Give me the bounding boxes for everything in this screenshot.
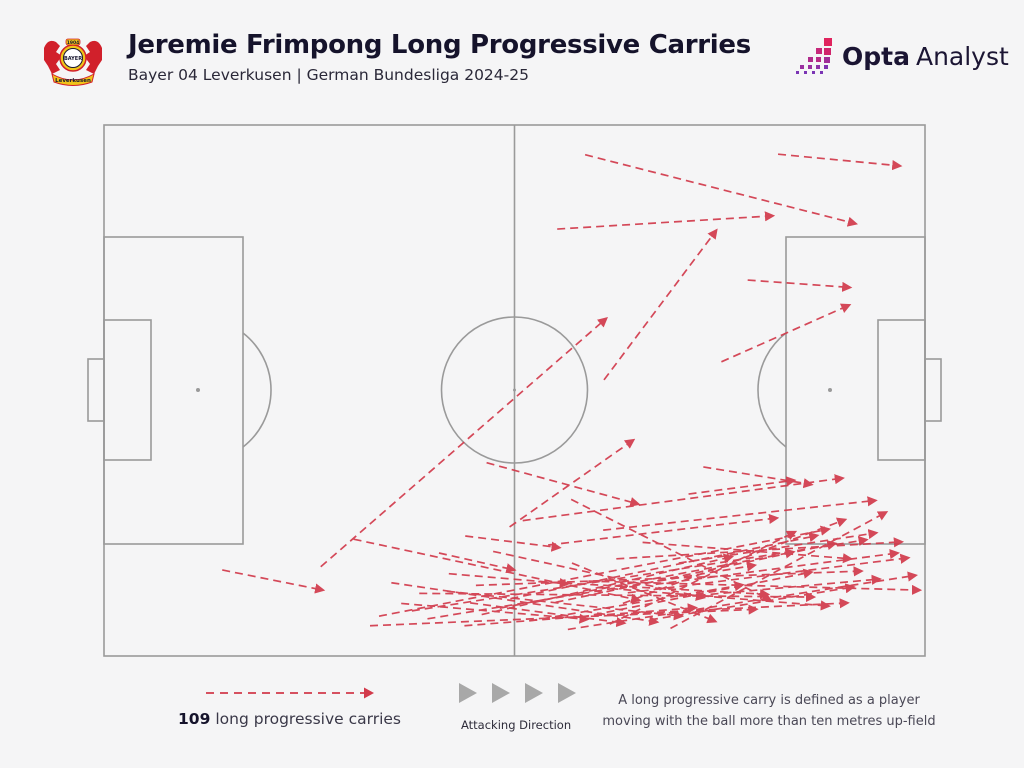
carry-arrow <box>378 525 831 618</box>
carry-arrow <box>721 303 852 363</box>
crest-bayer-text: BAYER <box>64 56 82 62</box>
carry-arrow <box>603 228 718 381</box>
bayer-leverkusen-crest-icon: 1904 BAYER Leverkusen <box>44 38 102 86</box>
right-six-yard-box <box>877 319 926 461</box>
carry-arrow <box>627 553 911 594</box>
carry-arrow <box>603 496 878 531</box>
centre-circle <box>440 316 589 464</box>
chart-title: Jeremie Frimpong Long Progressive Carrie… <box>128 30 751 60</box>
carry-arrow <box>655 548 900 586</box>
carry-arrow <box>584 153 859 227</box>
left-goal <box>87 358 105 422</box>
carry-arrow <box>481 553 735 616</box>
left-penalty-spot <box>196 388 200 392</box>
carry-arrow <box>649 583 856 621</box>
carry-arrow <box>557 211 776 230</box>
carry-arrow <box>622 517 848 605</box>
carry-arrow <box>747 279 853 292</box>
carry-arrow <box>320 316 608 568</box>
carry-arrow <box>448 572 570 589</box>
carry-arrow <box>688 476 797 495</box>
attacking-direction-label: Attacking Direction <box>461 718 572 732</box>
brand-name-bold: Opta <box>842 41 910 71</box>
left-penalty-arc <box>242 332 272 448</box>
carry-arrow <box>499 548 796 610</box>
left-penalty-area <box>103 236 244 545</box>
centre-spot <box>513 388 516 392</box>
carry-arrow <box>548 513 780 546</box>
carry-arrow <box>588 580 923 596</box>
brand-name-light: Analyst <box>915 41 1009 71</box>
carry-arrow <box>777 153 903 171</box>
carry-arrow <box>670 511 889 630</box>
carry-arrow <box>419 591 817 603</box>
carry-arrow <box>642 541 854 564</box>
legend-carry-count: 109 long progressive carries <box>178 710 401 728</box>
pitch-markings <box>87 124 942 657</box>
crest-year-text: 1904 <box>67 40 80 46</box>
carry-arrow <box>438 552 517 574</box>
right-penalty-spot <box>828 388 832 392</box>
opta-bars-icon <box>796 38 832 74</box>
opta-analyst-logo: Opta Analyst <box>796 38 1009 74</box>
right-penalty-arc <box>757 332 787 448</box>
carry-arrow <box>522 474 845 522</box>
carry-count-value: 109 <box>178 710 211 728</box>
carry-count-label: long progressive carries <box>215 710 402 728</box>
carry-arrow <box>509 438 636 528</box>
carry-arrow <box>631 598 850 615</box>
legend-carry-arrow <box>206 687 374 699</box>
carry-arrow <box>486 461 641 507</box>
carry-arrow <box>465 535 562 552</box>
crest-leverkusen-text: Leverkusen <box>55 78 91 84</box>
carry-arrow <box>222 569 326 594</box>
carry-arrow <box>529 581 745 622</box>
carry-arrow <box>703 466 814 489</box>
left-six-yard-box <box>103 319 152 461</box>
definition-note: A long progressive carry is defined as a… <box>602 693 936 729</box>
carry-arrow <box>427 561 758 620</box>
carry-arrow <box>447 590 685 621</box>
chart-subtitle: Bayer 04 Leverkusen | German Bundesliga … <box>128 66 529 84</box>
right-penalty-area <box>785 236 926 545</box>
right-goal <box>924 358 942 422</box>
carry-arrow <box>353 538 642 604</box>
carry-arrow <box>678 529 879 564</box>
carry-arrows <box>222 153 923 631</box>
carry-arrow <box>609 530 798 625</box>
attacking-direction-arrows-icon <box>459 683 576 703</box>
